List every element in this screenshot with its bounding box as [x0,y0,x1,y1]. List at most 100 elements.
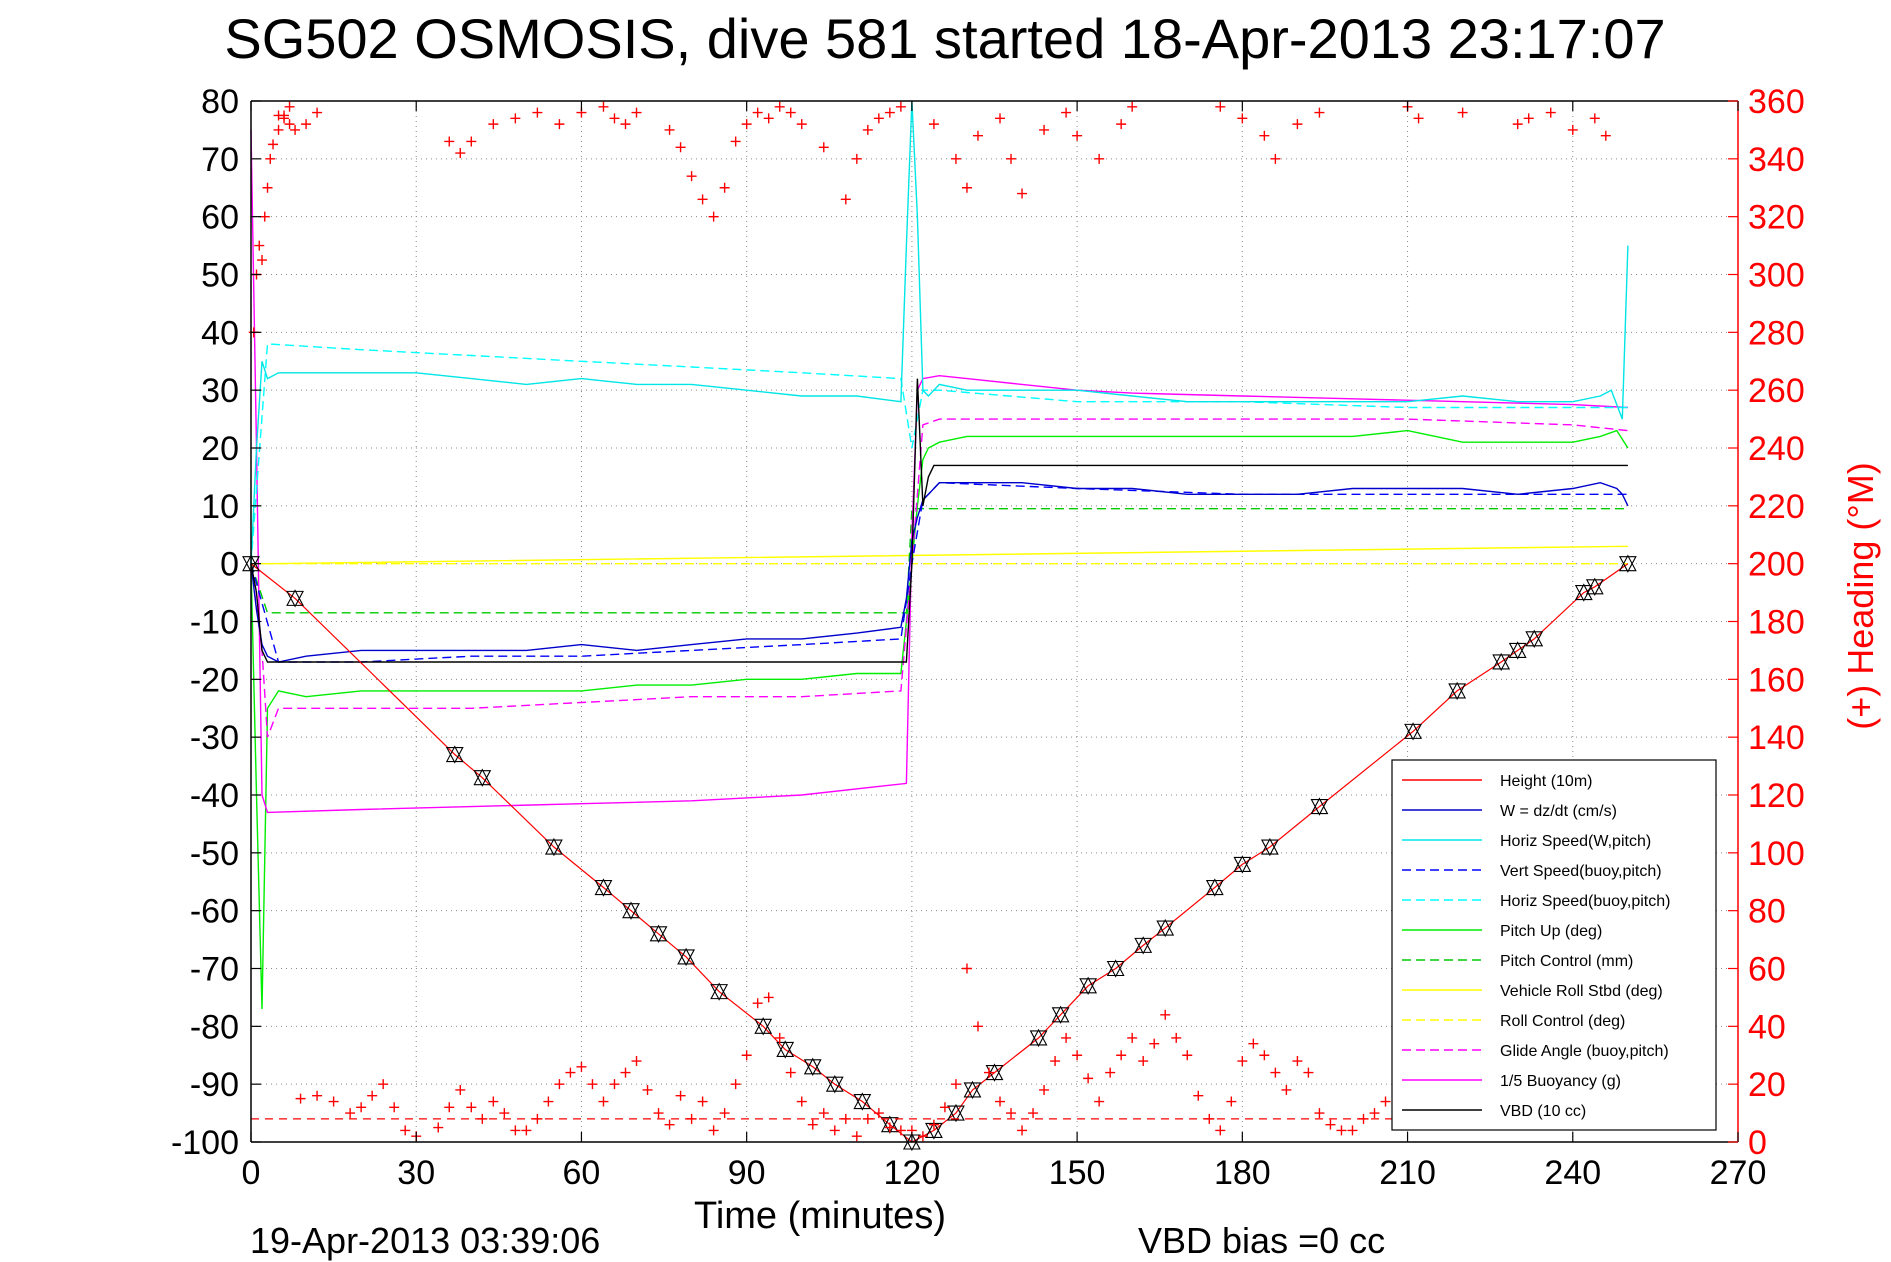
height-marker [445,745,464,764]
heading-marker [620,1067,631,1078]
x-tick-label: 60 [563,1154,601,1192]
heading-marker-top [1457,107,1468,118]
height-marker [825,1075,844,1094]
height-marker [1134,936,1153,955]
heading-marker [1369,1108,1380,1119]
heading-marker-top [1512,119,1523,130]
y-tick-label-right: 280 [1748,314,1805,352]
height-marker [649,924,668,943]
heading-marker [565,1067,576,1078]
heading-marker-top [741,119,752,130]
height-marker [622,901,640,920]
heading-marker-top [730,136,741,147]
heading-marker-top [675,142,686,153]
heading-marker-top [972,130,983,141]
heading-marker-top [719,182,730,193]
height-marker [594,878,613,897]
heading-marker-top [1017,188,1028,199]
heading-marker [576,1061,587,1072]
heading-marker-top [862,124,873,135]
x-tick-label: 30 [397,1154,435,1192]
heading-marker-top [1039,124,1050,135]
heading-marker-top [961,182,972,193]
heading-marker [488,1096,499,1107]
heading-marker [917,1131,928,1142]
heading-marker [609,1079,620,1090]
heading-marker [1270,1067,1281,1078]
heading-marker-top [1061,107,1072,118]
x-tick-label: 270 [1710,1154,1767,1192]
heading-marker-top [444,136,455,147]
heading-marker [1182,1050,1193,1061]
heading-marker [1303,1067,1314,1078]
heading-marker [1083,1073,1094,1084]
heading-marker [1116,1050,1127,1061]
heading-marker-top [1237,113,1248,124]
height-marker [1205,878,1224,897]
y-tick-label-left: 0 [220,546,239,584]
heading-marker [345,1108,356,1119]
legend-label-vert_buoy: Vert Speed(buoy,pitch) [1500,863,1662,880]
x-tick-label: 90 [728,1154,766,1192]
heading-marker-top [1545,107,1556,118]
x-tick-label: 240 [1544,1154,1601,1192]
legend-label-horiz_w: Horiz Speed(W,pitch) [1500,833,1651,850]
series-line-vbd [250,378,1628,663]
heading-marker [1281,1084,1292,1095]
heading-marker [554,1079,565,1090]
legend-label-pitch_control: Pitch Control (mm) [1500,953,1633,970]
heading-marker [444,1102,455,1113]
y-tick-label-left: 10 [201,488,239,526]
y-tick-label-left: -80 [190,1008,239,1046]
legend-label-pitch_up: Pitch Up (deg) [1500,923,1602,940]
heading-marker-top [763,113,774,124]
heading-marker-top [312,107,323,118]
heading-marker [851,1131,862,1142]
y-tick-label-left: -10 [190,604,239,642]
heading-marker [1127,1032,1138,1043]
legend-label-height: Height (10m) [1500,773,1592,790]
heading-marker [1028,1108,1039,1119]
heading-marker [400,1125,411,1136]
height-marker [1585,577,1604,596]
heading-marker-top [851,153,862,164]
legend-label-glide: Glide Angle (buoy,pitch) [1500,1043,1669,1060]
heading-marker [312,1090,323,1101]
height-marker [776,1040,795,1059]
heading-marker [389,1102,400,1113]
legend: Height (10m) W = dz/dt (cm/s) Horiz Speed(… [1391,759,1717,1131]
y-tick-label-right: 160 [1748,661,1805,699]
y-tick-label-left: 70 [201,141,239,179]
heading-marker [378,1079,389,1090]
y-tick-label-left: -40 [190,777,239,815]
legend-label-w: W = dz/dt (cm/s) [1500,803,1617,820]
heading-marker [1105,1067,1116,1078]
y-tick-label-left: 40 [201,314,239,352]
footer-vbd-bias: VBD bias =0 cc [1138,1220,1385,1261]
heading-marker [774,1032,785,1043]
heading-marker [367,1090,378,1101]
series-line-horiz_buoy [250,343,1628,564]
y-tick-label-right: 220 [1748,488,1805,526]
series-line-vert_buoy [250,481,1628,663]
y-tick-label-right: 20 [1748,1066,1786,1104]
heading-marker [1325,1119,1336,1130]
heading-marker [818,1108,829,1119]
heading-marker-top [664,124,675,135]
heading-marker-top [895,101,906,112]
heading-marker [664,1119,675,1130]
y-tick-label-left: 60 [201,199,239,237]
height-marker [1233,855,1252,874]
heading-marker-top [796,119,807,130]
heading-marker [510,1125,521,1136]
legend-label-horiz_buoy: Horiz Speed(buoy,pitch) [1500,893,1670,910]
height-marker [1525,629,1544,649]
heading-marker [983,1067,994,1078]
heading-marker [730,1079,741,1090]
heading-marker-top [1600,130,1611,141]
height-marker [947,1103,965,1123]
y-tick-label-left: 20 [201,430,239,468]
height-marker [963,1080,982,1100]
right-axis-label: (+) Heading (°M) [1840,462,1881,729]
heading-marker-top [1006,153,1017,164]
